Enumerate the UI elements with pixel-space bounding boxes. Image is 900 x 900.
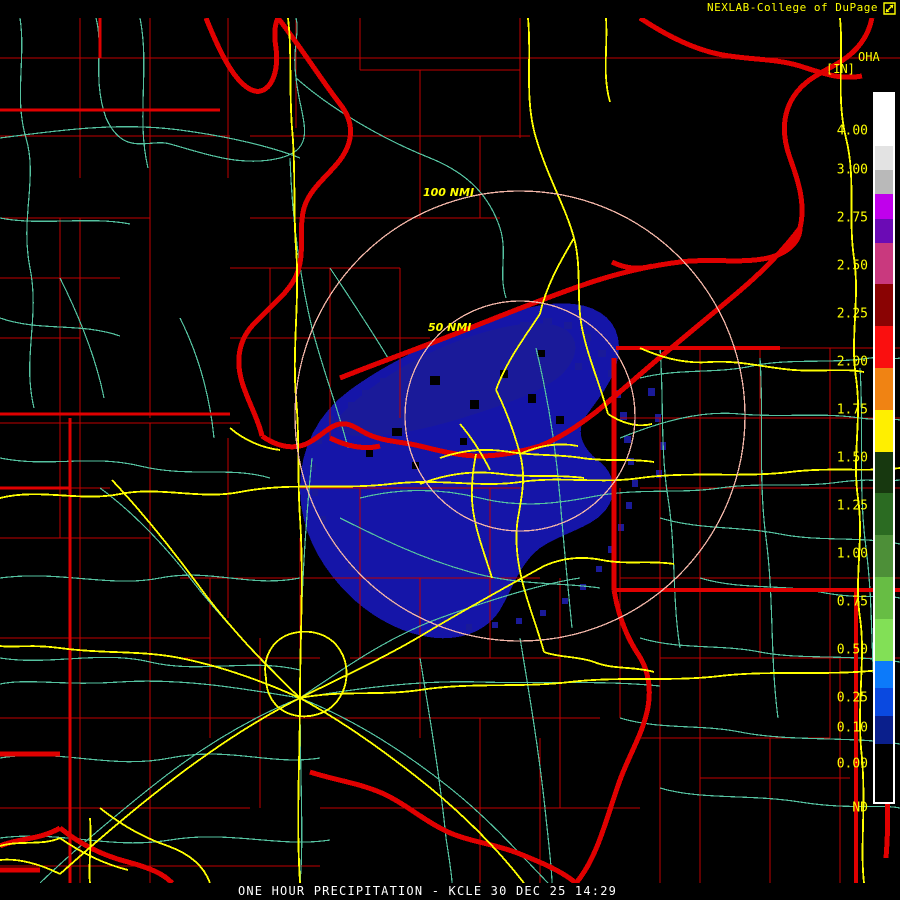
legend-tick: 2.00	[836, 354, 868, 370]
range-ring-layer: 100 NMI 50 NMI	[294, 186, 746, 642]
header-bar: NEXLAB-College of DuPage	[0, 0, 900, 18]
color-bar-segment	[875, 660, 893, 689]
legend-tick: ND	[852, 800, 868, 816]
legend-tick: 1.50	[836, 450, 868, 466]
color-bar-segment	[875, 194, 893, 219]
color-scale-legend: OHA [IN] 4.00 3.00 2.75 2.50 2.25 2.00 1.75 1.5…	[820, 18, 900, 818]
color-bar-segment	[875, 577, 893, 619]
color-bar-segment	[875, 535, 893, 578]
brand-label: NEXLAB-College of DuPage	[707, 1, 878, 14]
color-bar-segment	[875, 326, 893, 369]
legend-tick: 1.00	[836, 546, 868, 562]
resize-arrow-icon[interactable]	[883, 2, 896, 15]
color-bar[interactable]	[873, 92, 895, 804]
color-bar-segment	[875, 94, 893, 147]
color-bar-segment	[875, 744, 893, 802]
footer-bar: ONE HOUR PRECIPITATION - KCLE 30 DEC 25 …	[0, 883, 900, 900]
color-bar-segment	[875, 409, 893, 452]
legend-tick: 0.00	[836, 756, 868, 772]
legend-tick: 0.25	[836, 690, 868, 706]
legend-tick: 2.75	[836, 210, 868, 226]
color-bar-segment	[875, 368, 893, 410]
river-layer	[0, 18, 900, 883]
color-bar-segment	[875, 146, 893, 171]
product-title: ONE HOUR PRECIPITATION - KCLE 30 DEC 25 …	[237, 884, 618, 898]
color-bar-segment	[875, 284, 893, 327]
legend-tick: 1.75	[836, 402, 868, 418]
color-bar-segment	[875, 618, 893, 661]
color-bar-segment	[875, 493, 893, 536]
color-bar-segment	[875, 218, 893, 243]
color-bar-segment	[875, 451, 893, 494]
color-bar-segment	[875, 688, 893, 717]
legend-tick: 0.75	[836, 594, 868, 610]
radar-map-canvas[interactable]: 100 NMI 50 NMI	[0, 18, 900, 883]
color-bar-segment	[875, 242, 893, 285]
range-ring-label-50: 50 NMI	[428, 321, 471, 334]
color-bar-segment	[875, 716, 893, 745]
color-bar-segment	[875, 170, 893, 195]
legend-tick: 0.50	[836, 642, 868, 658]
legend-tick: 2.50	[836, 258, 868, 274]
legend-tick: 3.00	[836, 162, 868, 178]
legend-tick: 4.00	[836, 123, 868, 139]
legend-tick: 0.10	[836, 720, 868, 736]
legend-tick: 2.25	[836, 306, 868, 322]
range-ring-label-100: 100 NMI	[423, 186, 474, 199]
legend-site-label: OHA	[858, 50, 880, 64]
highway-layer	[0, 18, 900, 883]
legend-unit-label: [IN]	[826, 62, 855, 76]
legend-tick: 1.25	[836, 498, 868, 514]
